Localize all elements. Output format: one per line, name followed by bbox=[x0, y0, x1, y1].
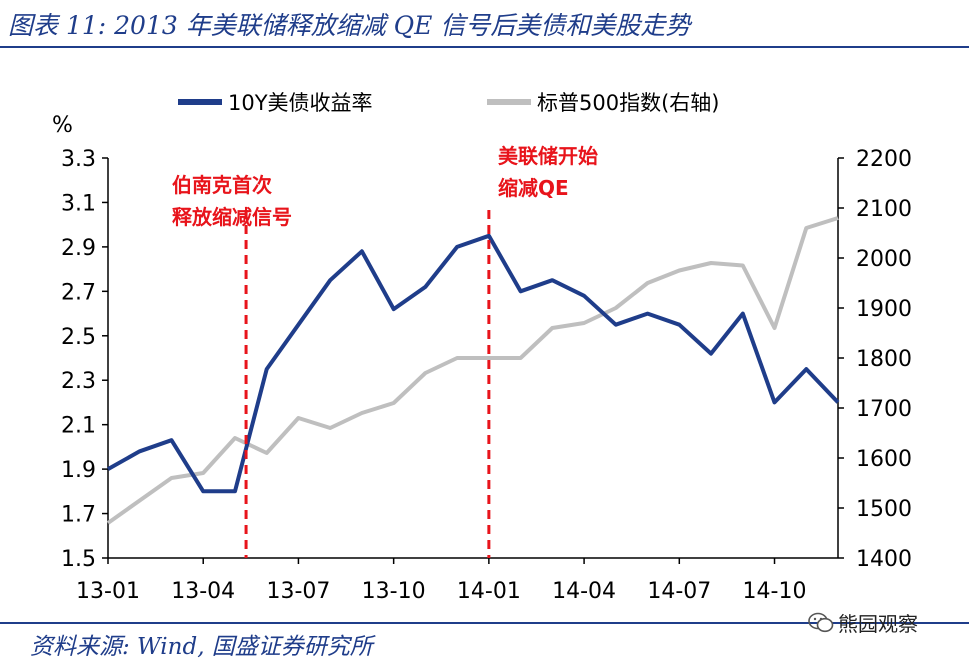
y-tick-right-label: 2000 bbox=[856, 247, 912, 272]
annotation-label: 伯南克首次 bbox=[172, 173, 272, 197]
y-tick-right-label: 2200 bbox=[856, 147, 912, 172]
series-line-sp500 bbox=[106, 216, 839, 525]
y-tick-right-label: 1900 bbox=[856, 297, 912, 322]
y-tick-left-label: 3.1 bbox=[61, 191, 96, 216]
legend-label-sp500: 标普500指数(右轴) bbox=[537, 91, 719, 115]
x-tick-label: 14-10 bbox=[743, 579, 807, 604]
x-tick-label: 14-07 bbox=[647, 579, 711, 604]
legend: 10Y美债收益率 标普500指数(右轴) bbox=[178, 91, 719, 115]
y-ticks-right: 2200 2100 2000 1900 1800 1700 1600 1500 1400 bbox=[838, 147, 912, 572]
x-tick-label: 13-10 bbox=[362, 579, 426, 604]
source-note: 资料来源: Wind, 国盛证券研究所 bbox=[30, 634, 373, 660]
annotation-label: 美联储开始 bbox=[498, 144, 598, 168]
y-tick-left-label: 2.1 bbox=[61, 414, 96, 439]
page-title: 图表 11: 2013 年美联储释放缩减 QE 信号后美债和美股走势 bbox=[8, 11, 691, 40]
y-tick-right-label: 1700 bbox=[856, 397, 912, 422]
top-rule bbox=[0, 46, 969, 48]
x-tick-label: 13-04 bbox=[171, 579, 235, 604]
y-tick-left-label: 1.9 bbox=[61, 458, 96, 483]
chart: 10Y美债收益率 标普500指数(右轴) % 3.3 3.1 2.9 2.7 2.5 2.… bbox=[52, 91, 912, 604]
x-tick-label: 13-07 bbox=[266, 579, 330, 604]
bottom-rule bbox=[0, 622, 969, 624]
y-tick-left-label: 2.3 bbox=[61, 369, 96, 394]
y-tick-left-label: 1.7 bbox=[61, 503, 96, 528]
x-ticks: 13-01 13-04 13-07 13-10 14-01 14-04 14-07 14-10 bbox=[76, 558, 806, 604]
y-tick-left-label: 2.5 bbox=[61, 325, 96, 350]
series-layer bbox=[106, 216, 840, 525]
y-axis-unit: % bbox=[52, 113, 73, 138]
x-tick-label: 13-01 bbox=[76, 579, 140, 604]
y-tick-left-label: 2.7 bbox=[61, 280, 96, 305]
y-tick-right-label: 1800 bbox=[856, 347, 912, 372]
annotation-label: 缩减QE bbox=[498, 176, 569, 200]
annotation-label: 释放缩减信号 bbox=[172, 205, 292, 229]
x-tick-label: 14-04 bbox=[552, 579, 616, 604]
y-tick-right-label: 1400 bbox=[856, 547, 912, 572]
y-tick-left-label: 3.3 bbox=[61, 147, 96, 172]
y-tick-left-label: 2.9 bbox=[61, 236, 96, 261]
watermark-text: 熊园观察 bbox=[838, 612, 918, 636]
y-tick-right-label: 2100 bbox=[856, 197, 912, 222]
series-line-treasury bbox=[107, 233, 840, 494]
legend-label-treasury: 10Y美债收益率 bbox=[228, 91, 373, 115]
watermark: 熊园观察 bbox=[808, 608, 918, 637]
y-ticks-left: 3.3 3.1 2.9 2.7 2.5 2.3 2.1 1.9 1.7 1.5 bbox=[61, 147, 108, 572]
x-tick-label: 14-01 bbox=[457, 579, 521, 604]
y-tick-right-label: 1600 bbox=[856, 447, 912, 472]
y-tick-left-label: 1.5 bbox=[61, 547, 96, 572]
y-tick-right-label: 1500 bbox=[856, 497, 912, 522]
wechat-icon bbox=[808, 612, 834, 632]
